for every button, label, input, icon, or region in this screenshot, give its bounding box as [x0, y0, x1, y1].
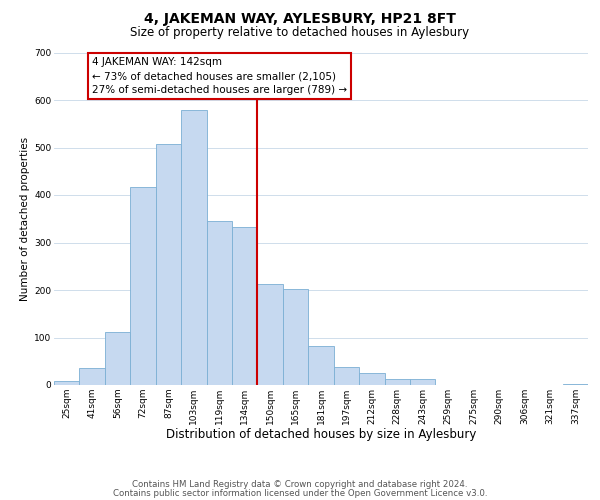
Bar: [283, 288, 308, 385]
Bar: [181, 110, 206, 385]
Bar: [105, 332, 130, 385]
Text: 4, JAKEMAN WAY, AYLESBURY, HP21 8FT: 4, JAKEMAN WAY, AYLESBURY, HP21 8FT: [144, 12, 456, 26]
Bar: [334, 368, 359, 385]
Bar: [79, 368, 105, 385]
Bar: [410, 379, 436, 385]
Y-axis label: Number of detached properties: Number of detached properties: [20, 136, 30, 301]
Bar: [156, 144, 181, 385]
Bar: [308, 346, 334, 385]
Bar: [385, 379, 410, 385]
Bar: [232, 227, 257, 385]
Text: Size of property relative to detached houses in Aylesbury: Size of property relative to detached ho…: [130, 26, 470, 39]
Bar: [359, 372, 385, 385]
Bar: [54, 381, 79, 385]
X-axis label: Distribution of detached houses by size in Aylesbury: Distribution of detached houses by size …: [166, 428, 476, 442]
Bar: [257, 284, 283, 385]
Text: Contains HM Land Registry data © Crown copyright and database right 2024.: Contains HM Land Registry data © Crown c…: [132, 480, 468, 489]
Text: Contains public sector information licensed under the Open Government Licence v3: Contains public sector information licen…: [113, 488, 487, 498]
Bar: [130, 187, 156, 385]
Bar: [206, 221, 232, 385]
Bar: [563, 384, 588, 385]
Text: 4 JAKEMAN WAY: 142sqm
← 73% of detached houses are smaller (2,105)
27% of semi-d: 4 JAKEMAN WAY: 142sqm ← 73% of detached …: [92, 57, 347, 95]
